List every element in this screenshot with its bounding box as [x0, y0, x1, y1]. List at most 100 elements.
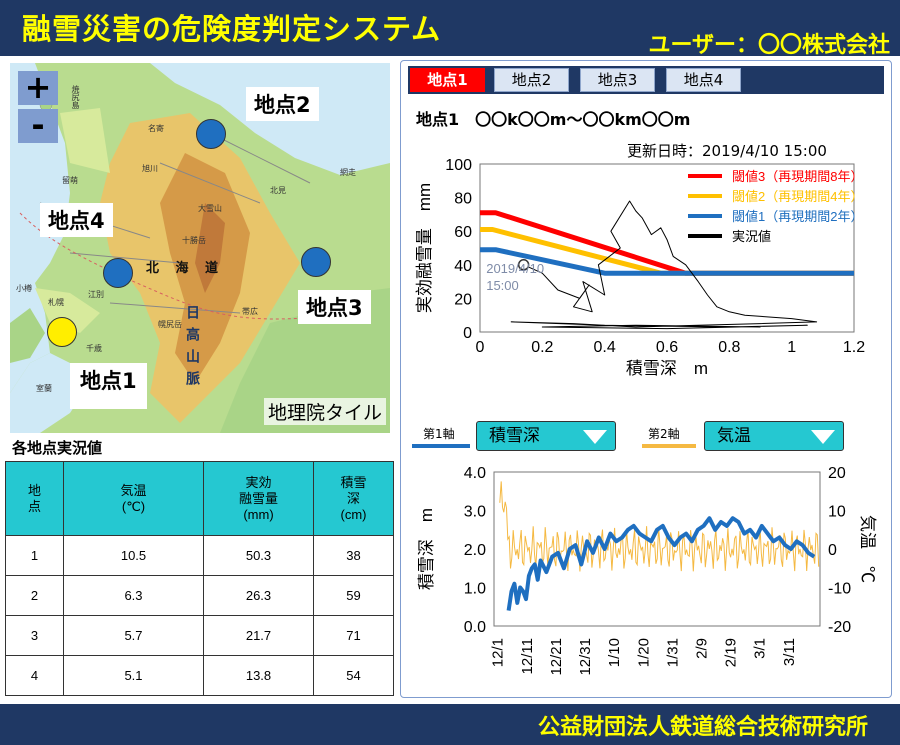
organization-name: 公益財団法人鉄道総合技術研究所 — [537, 715, 868, 740]
site-marker-4[interactable] — [103, 258, 133, 288]
y-tick-label: 80 — [454, 191, 472, 208]
x-tick-label: 1/20 — [635, 638, 652, 667]
timeseries-chart: 0.0 1.0 2.0 3.0 4.0 -20 -10 0 10 20 12/1 12/11 12/21… — [417, 465, 877, 676]
observation-table-title: 各地点実況値 — [12, 439, 103, 457]
y-tick-label: 60 — [454, 224, 472, 241]
table-header-row: 地 点 気温 (℃) 実効 融雪量 (mm) 積雪 深 (cm) — [5, 461, 394, 536]
y-tick-label: 100 — [445, 157, 472, 174]
y2-tick-label: 10 — [828, 504, 846, 521]
site-marker-1[interactable] — [47, 317, 77, 347]
table-cell: 13.8 — [203, 655, 314, 696]
y-tick-label: 0 — [463, 325, 472, 342]
site-marker-2[interactable] — [196, 119, 226, 149]
map-place-ebetsu: 江別 — [88, 290, 104, 299]
observation-table: 地 点 気温 (℃) 実効 融雪量 (mm) 積雪 深 (cm) 1 10.5 … — [5, 461, 394, 696]
table-row: 1 10.5 50.3 38 — [5, 535, 394, 576]
site-marker-3[interactable] — [301, 247, 331, 277]
x-axis-label: 積雪深 m — [626, 359, 708, 378]
y-tick-label: 0.0 — [464, 619, 486, 636]
x-tick-label: 1/10 — [606, 638, 623, 667]
axis1-dropdown[interactable]: 積雪深 — [476, 421, 616, 451]
x-tick-label: 0.8 — [718, 339, 740, 356]
table-cell: 5.1 — [63, 655, 204, 696]
table-cell: 3 — [5, 615, 64, 656]
map-place-asahikawa: 旭川 — [142, 164, 158, 173]
table-cell: 38 — [313, 535, 394, 576]
y2-axis-label: 気温 ℃ — [858, 515, 877, 583]
map-credit: 地理院タイル — [263, 398, 386, 425]
map-place-kitami: 北見 — [270, 186, 286, 195]
table-cell: 6.3 — [63, 575, 204, 616]
series-line — [510, 200, 818, 330]
map-place-muroran: 室蘭 — [36, 384, 52, 393]
x-tick-label: 12/21 — [548, 638, 565, 676]
table-header-temperature: 気温 (℃) — [63, 461, 204, 536]
y2-tick-label: 20 — [828, 465, 846, 482]
map-hidaka-label: 日高山脈 — [184, 305, 200, 393]
y-axis-label: 積雪深 m — [417, 508, 436, 590]
map-place-mountain3: 幌尻岳 — [158, 320, 182, 329]
site-label-4: 地点4 — [40, 203, 113, 237]
table-cell: 21.7 — [203, 615, 314, 656]
tab-site-3[interactable]: 地点3 — [580, 68, 655, 92]
y-tick-label: 3.0 — [464, 504, 486, 521]
y2-tick-label: -20 — [828, 619, 851, 636]
site-label-1: 地点1 — [70, 363, 147, 409]
y2-tick-label: 0 — [828, 542, 837, 559]
app-title: 融雪災害の危険度判定システム — [22, 12, 442, 46]
x-tick-label: 0.2 — [531, 339, 553, 356]
current-point-marker — [517, 259, 530, 271]
footer-bar: 公益財団法人鉄道総合技術研究所 — [0, 704, 900, 745]
axis2-dropdown[interactable]: 気温 — [704, 421, 844, 451]
user-label: ユーザー：〇〇株式会社 — [648, 33, 890, 58]
current-point-time: 15:00 — [486, 278, 519, 293]
table-cell: 10.5 — [63, 535, 204, 576]
legend-label: 実況値 — [732, 229, 771, 244]
table-cell: 2 — [5, 575, 64, 616]
table-cell: 1 — [5, 535, 64, 576]
table-header-melt: 実効 融雪量 (mm) — [203, 461, 314, 536]
tab-site-1[interactable]: 地点1 — [410, 68, 485, 92]
x-tick-label: 12/11 — [519, 638, 536, 674]
map-place-rishiri: 焼尻島 — [71, 85, 80, 109]
map[interactable]: + - 焼尻島 名寄 留萌 旭川 大雪山 十勝岳 幌尻岳 北見 網走 帯広 江別… — [10, 63, 390, 433]
table-row: 4 5.1 13.8 54 — [5, 655, 394, 696]
x-tick-label: 2/9 — [693, 638, 710, 659]
x-tick-label: 0 — [476, 339, 485, 356]
table-cell: 59 — [313, 575, 394, 616]
table-header-site: 地 点 — [5, 461, 64, 536]
zoom-in-button[interactable]: + — [18, 71, 58, 105]
site-heading: 地点1 〇〇k〇〇m〜〇〇km〇〇m — [416, 110, 691, 129]
series-line — [480, 247, 854, 276]
table-cell: 71 — [313, 615, 394, 656]
x-tick-label: 0.6 — [656, 339, 678, 356]
x-tick-label: 12/31 — [577, 638, 594, 676]
series-line-snow-depth — [506, 516, 816, 611]
axis2-swatch — [642, 444, 696, 448]
map-place-abashiri: 網走 — [340, 168, 356, 177]
y2-tick-label: -10 — [828, 581, 851, 598]
chevron-down-icon — [811, 430, 835, 444]
y-tick-label: 4.0 — [464, 465, 486, 482]
site-label-3: 地点3 — [298, 290, 371, 324]
x-tick-label: 3/1 — [752, 638, 769, 659]
x-tick-label: 1.2 — [843, 339, 865, 356]
x-tick-label: 12/1 — [490, 638, 507, 667]
y-tick-label: 20 — [454, 291, 472, 308]
legend-label: 閾値1（再現期間2年） — [732, 209, 863, 224]
zoom-out-button[interactable]: - — [18, 109, 58, 143]
table-row: 2 6.3 26.3 59 — [5, 575, 394, 616]
map-place-otaru: 小樽 — [16, 284, 32, 293]
plot-frame — [493, 471, 821, 627]
map-place-rumoi: 留萌 — [62, 176, 78, 185]
table-row: 3 5.7 21.7 71 — [5, 615, 394, 656]
tab-site-4[interactable]: 地点4 — [666, 68, 741, 92]
x-tick-label: 1/31 — [664, 638, 681, 667]
table-cell: 50.3 — [203, 535, 314, 576]
current-point-date: 2019/4/10 — [486, 261, 544, 276]
map-place-obihiro: 帯広 — [242, 307, 258, 316]
tab-site-2[interactable]: 地点2 — [494, 68, 569, 92]
map-place-chitose: 千歳 — [86, 344, 102, 353]
x-tick-label: 0.4 — [594, 339, 616, 356]
map-place-nayoro: 名寄 — [148, 124, 164, 133]
